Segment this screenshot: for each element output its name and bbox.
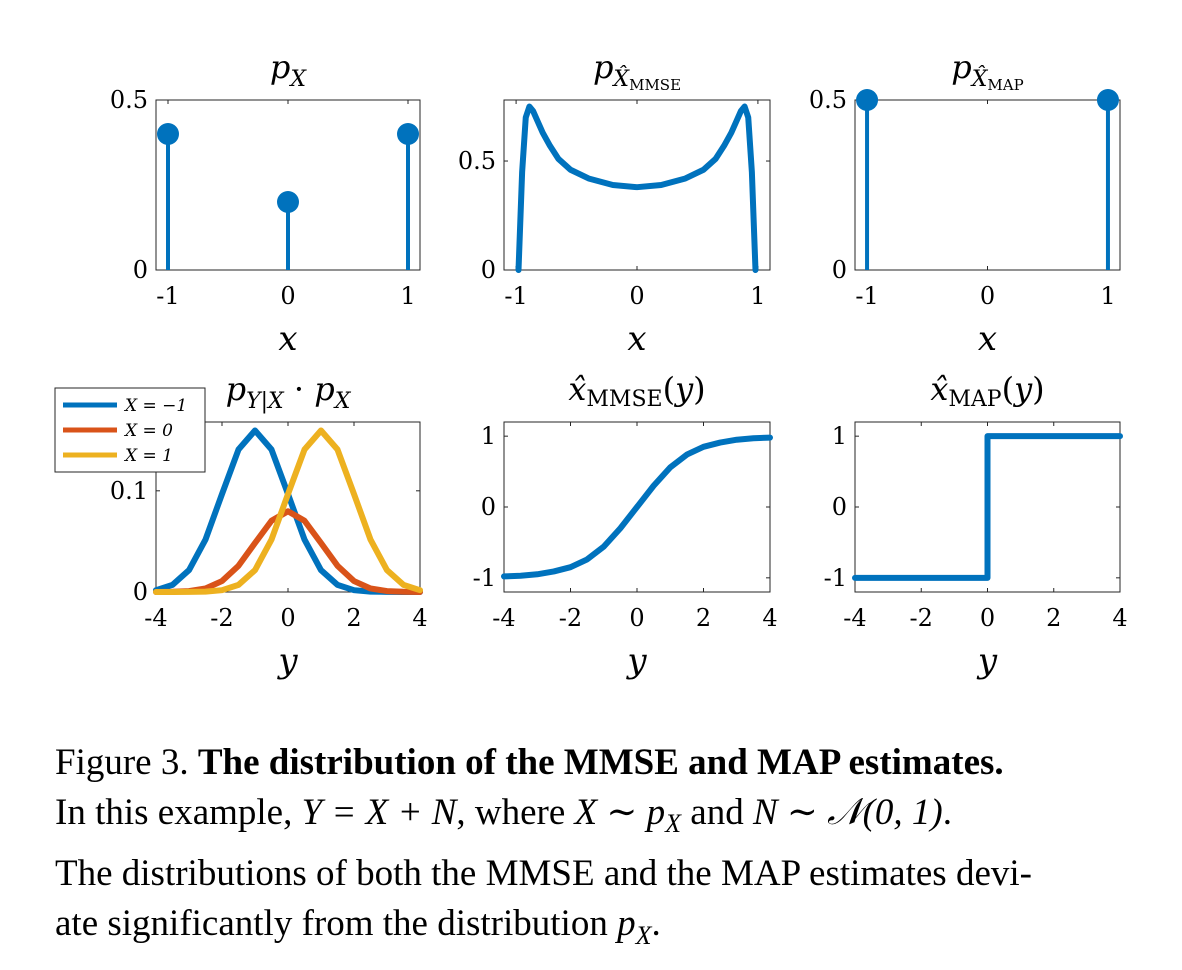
x-tick-label: 0 [629,604,644,632]
x-tick-label: 4 [762,604,777,632]
data-line [515,103,759,273]
caption-text-6: ate significantly from the distribution [55,903,618,945]
x-tick-label: 0 [280,282,295,310]
x-tick-label: 1 [400,282,415,310]
panel-title: pY|X · pX [226,370,352,414]
x-axis-label: y [276,641,298,681]
x-tick-label: 2 [346,604,361,632]
y-tick-label: 0.5 [110,86,148,114]
panel-pxmap: -1 0 1 0 0.5 x pX̂MAP [809,48,1121,359]
caption-eq-n: N ∼ 𝒩(0, 1) [752,792,943,833]
caption-text-4: . [942,792,953,833]
caption-text-5: The distributions of both the MMSE and t… [55,853,1032,895]
caption-text-1: In this example, [55,792,302,833]
stem-marker [856,89,879,111]
y-tick-label: -1 [473,564,496,592]
x-tick-label: 0 [980,282,995,310]
x-tick-label: 0 [280,604,295,632]
legend: X = −1 X = 0 X = 1 [54,387,206,473]
x-tick-label: 1 [1100,282,1115,310]
series-line-2 [153,427,423,595]
legend-label-2: X = 1 [123,446,173,466]
y-tick-label: 0.1 [110,477,148,505]
figure-panels: -1 0 1 0 0.5 x pX -1 0 1 0 0.5 x pX̂MMSE -1 0 1 0 0.5 x pX̂M… [54,48,1128,681]
x-tick-label: 0 [980,604,995,632]
y-tick-label: 0.5 [458,147,496,175]
x-axis-label: y [625,641,647,681]
y-tick-label: 0 [832,493,847,521]
data-line [501,434,773,580]
x-axis-label: x [978,319,997,359]
x-axis-label: y [976,641,998,681]
x-tick-label: 4 [412,604,427,632]
stem-marker [157,123,179,145]
x-tick-label: -2 [210,604,233,632]
y-tick-label: 1 [832,422,847,450]
x-tick-label: -1 [156,282,179,310]
caption-label: Figure 3. [55,742,189,783]
y-tick-label: 0.5 [809,86,847,114]
panel-pyx: -4 -2 0 2 4 0 0.1 y pY|X · pX X = −1 X = 0 X = 1 [54,370,428,681]
figure-caption: Figure 3. The distribution of the MMSE a… [55,738,1135,961]
panel-title: pX̂MMSE [593,48,681,94]
x-tick-label: 1 [750,282,765,310]
caption-eq-x: X ∼ p [574,792,666,833]
caption-eq-y: Y = X + N [301,792,457,833]
x-tick-label: -2 [910,604,933,632]
caption-title: The distribution of the MMSE and MAP est… [197,742,1004,783]
x-tick-label: -4 [144,604,167,632]
stem-marker [277,191,299,213]
y-tick-label: 0 [481,256,496,284]
y-tick-label: 0 [481,493,496,521]
x-tick-label: 2 [696,604,711,632]
panel-title: pX [270,48,307,92]
x-tick-label: -1 [504,282,527,310]
x-axis-label: x [278,319,297,359]
y-tick-label: 0 [133,256,148,284]
y-tick-label: 0 [133,578,148,606]
x-tick-label: -4 [492,604,515,632]
caption-text-7: . [651,903,661,945]
y-tick-label: -1 [824,564,847,592]
panel-xmmse: -4 -2 0 2 4 -1 0 1 y x̂MMSE(y) [473,370,778,681]
caption-eq-px-sub: X [635,920,652,950]
panel-title: x̂MMSE(y) [568,370,705,412]
panel-title: x̂MAP(y) [930,370,1044,412]
axes-box [854,99,1121,271]
x-tick-label: 4 [1112,604,1127,632]
caption-eq-px: p [617,903,636,945]
x-tick-label: 0 [629,282,644,310]
stem-marker [1096,89,1119,111]
legend-label-0: X = −1 [123,396,187,416]
x-tick-label: -4 [843,604,866,632]
panel-title: pX̂MAP [951,48,1023,94]
panel-xmap: -4 -2 0 2 4 -1 0 1 y x̂MAP(y) [824,370,1128,681]
panel-px: -1 0 1 0 0.5 x pX [110,48,421,359]
x-tick-label: -1 [855,282,878,310]
caption-eq-x-sub: X [665,809,682,839]
data-line [852,433,1123,581]
y-tick-label: 0 [832,256,847,284]
x-axis-label: x [627,319,646,359]
x-tick-label: 2 [1046,604,1061,632]
y-tick-label: 1 [481,422,496,450]
caption-text-3: and [681,792,753,833]
caption-text-2: , where [456,792,575,833]
panel-pxmmse: -1 0 1 0 0.5 x pX̂MMSE [458,48,771,359]
x-tick-label: -2 [559,604,582,632]
legend-label-1: X = 0 [123,421,173,441]
stem-marker [397,123,419,145]
